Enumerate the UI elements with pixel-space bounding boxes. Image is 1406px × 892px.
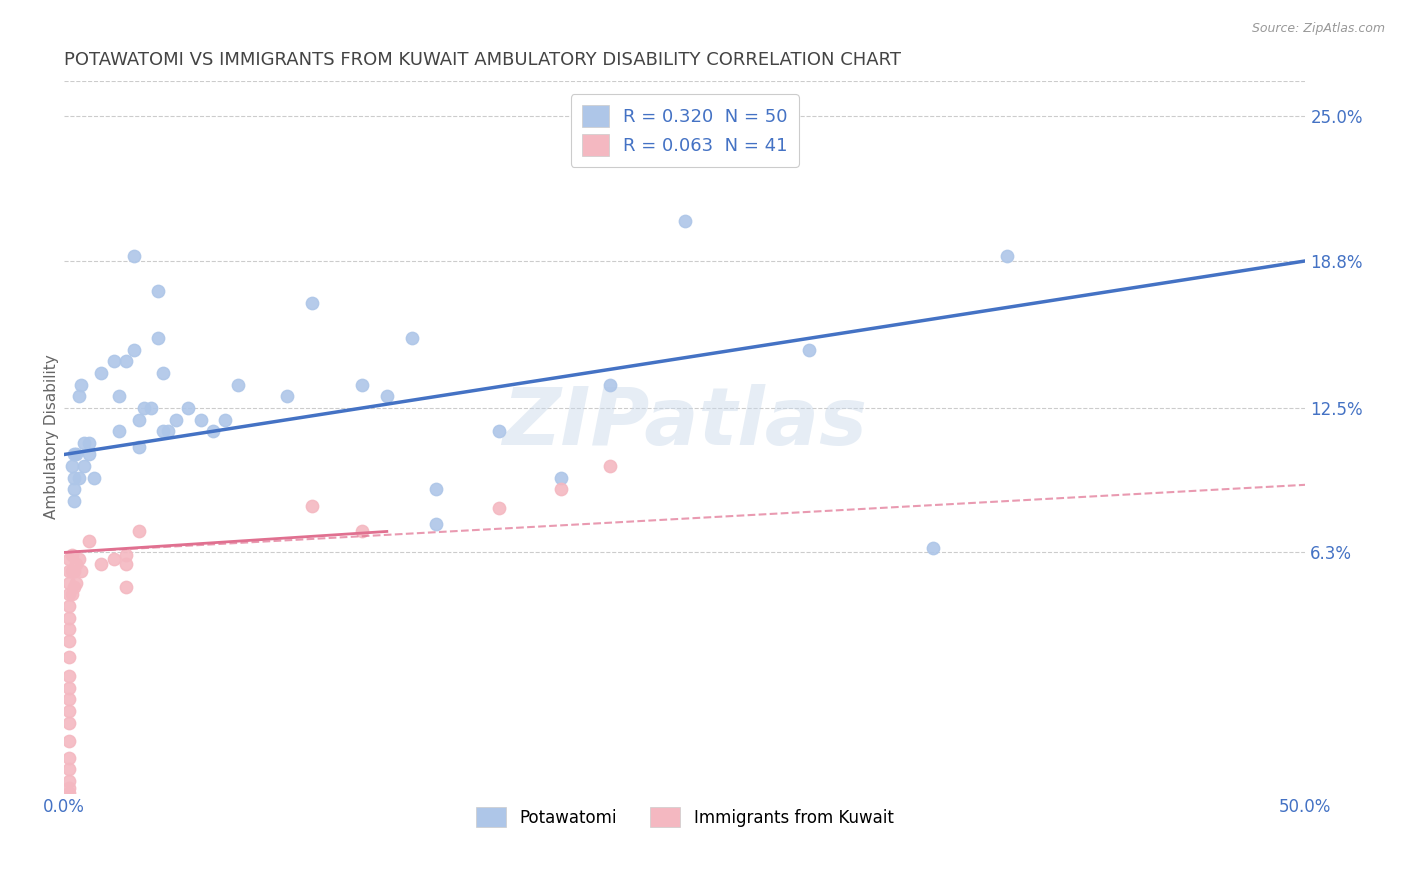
- Point: [132, 401, 155, 415]
- Point: [599, 459, 621, 474]
- Point: [58, 575, 80, 590]
- Point: [103, 354, 125, 368]
- Text: POTAWATOMI VS IMMIGRANTS FROM KUWAIT AMBULATORY DISABILITY CORRELATION CHART: POTAWATOMI VS IMMIGRANTS FROM KUWAIT AMB…: [65, 51, 901, 69]
- Point: [73, 459, 96, 474]
- Point: [58, 734, 80, 748]
- Point: [115, 548, 138, 562]
- Point: [375, 389, 398, 403]
- Point: [67, 552, 90, 566]
- Point: [58, 692, 80, 706]
- Point: [202, 424, 225, 438]
- Point: [77, 448, 100, 462]
- Point: [122, 249, 145, 263]
- Point: [65, 448, 87, 462]
- Point: [58, 623, 80, 637]
- Point: [63, 483, 86, 497]
- Point: [58, 786, 80, 800]
- Point: [63, 564, 86, 578]
- Point: [58, 762, 80, 776]
- Point: [67, 471, 90, 485]
- Point: [103, 552, 125, 566]
- Point: [139, 401, 162, 415]
- Point: [128, 412, 150, 426]
- Point: [58, 650, 80, 665]
- Point: [58, 715, 80, 730]
- Point: [673, 214, 696, 228]
- Point: [425, 483, 447, 497]
- Y-axis label: Ambulatory Disability: Ambulatory Disability: [44, 355, 59, 519]
- Legend: Potawatomi, Immigrants from Kuwait: Potawatomi, Immigrants from Kuwait: [470, 800, 900, 834]
- Point: [58, 611, 80, 625]
- Point: [550, 471, 572, 485]
- Point: [60, 459, 83, 474]
- Point: [401, 331, 423, 345]
- Point: [488, 501, 510, 516]
- Point: [115, 557, 138, 571]
- Point: [148, 331, 170, 345]
- Point: [70, 564, 93, 578]
- Point: [797, 343, 820, 357]
- Point: [58, 634, 80, 648]
- Point: [157, 424, 180, 438]
- Point: [997, 249, 1019, 263]
- Point: [90, 366, 112, 380]
- Point: [63, 471, 86, 485]
- Point: [58, 564, 80, 578]
- Point: [60, 564, 83, 578]
- Point: [599, 377, 621, 392]
- Point: [77, 533, 100, 548]
- Point: [67, 389, 90, 403]
- Point: [152, 366, 174, 380]
- Text: ZIPatlas: ZIPatlas: [502, 384, 868, 462]
- Point: [152, 424, 174, 438]
- Point: [922, 541, 945, 555]
- Point: [90, 557, 112, 571]
- Point: [107, 389, 129, 403]
- Point: [276, 389, 298, 403]
- Point: [226, 377, 249, 392]
- Point: [60, 548, 83, 562]
- Point: [165, 412, 187, 426]
- Point: [425, 517, 447, 532]
- Point: [65, 575, 87, 590]
- Point: [350, 377, 373, 392]
- Point: [60, 587, 83, 601]
- Point: [70, 377, 93, 392]
- Point: [58, 750, 80, 764]
- Point: [77, 435, 100, 450]
- Point: [63, 448, 86, 462]
- Point: [58, 774, 80, 789]
- Point: [301, 296, 323, 310]
- Point: [107, 424, 129, 438]
- Point: [58, 587, 80, 601]
- Text: Source: ZipAtlas.com: Source: ZipAtlas.com: [1251, 22, 1385, 36]
- Point: [115, 354, 138, 368]
- Point: [190, 412, 212, 426]
- Point: [58, 669, 80, 683]
- Point: [148, 285, 170, 299]
- Point: [73, 435, 96, 450]
- Point: [58, 552, 80, 566]
- Point: [115, 581, 138, 595]
- Point: [63, 581, 86, 595]
- Point: [63, 494, 86, 508]
- Point: [58, 599, 80, 613]
- Point: [58, 780, 80, 795]
- Point: [488, 424, 510, 438]
- Point: [58, 704, 80, 718]
- Point: [122, 343, 145, 357]
- Point: [301, 499, 323, 513]
- Point: [128, 524, 150, 539]
- Point: [83, 471, 105, 485]
- Point: [177, 401, 200, 415]
- Point: [214, 412, 236, 426]
- Point: [65, 557, 87, 571]
- Point: [550, 483, 572, 497]
- Point: [350, 524, 373, 539]
- Point: [58, 681, 80, 695]
- Point: [128, 441, 150, 455]
